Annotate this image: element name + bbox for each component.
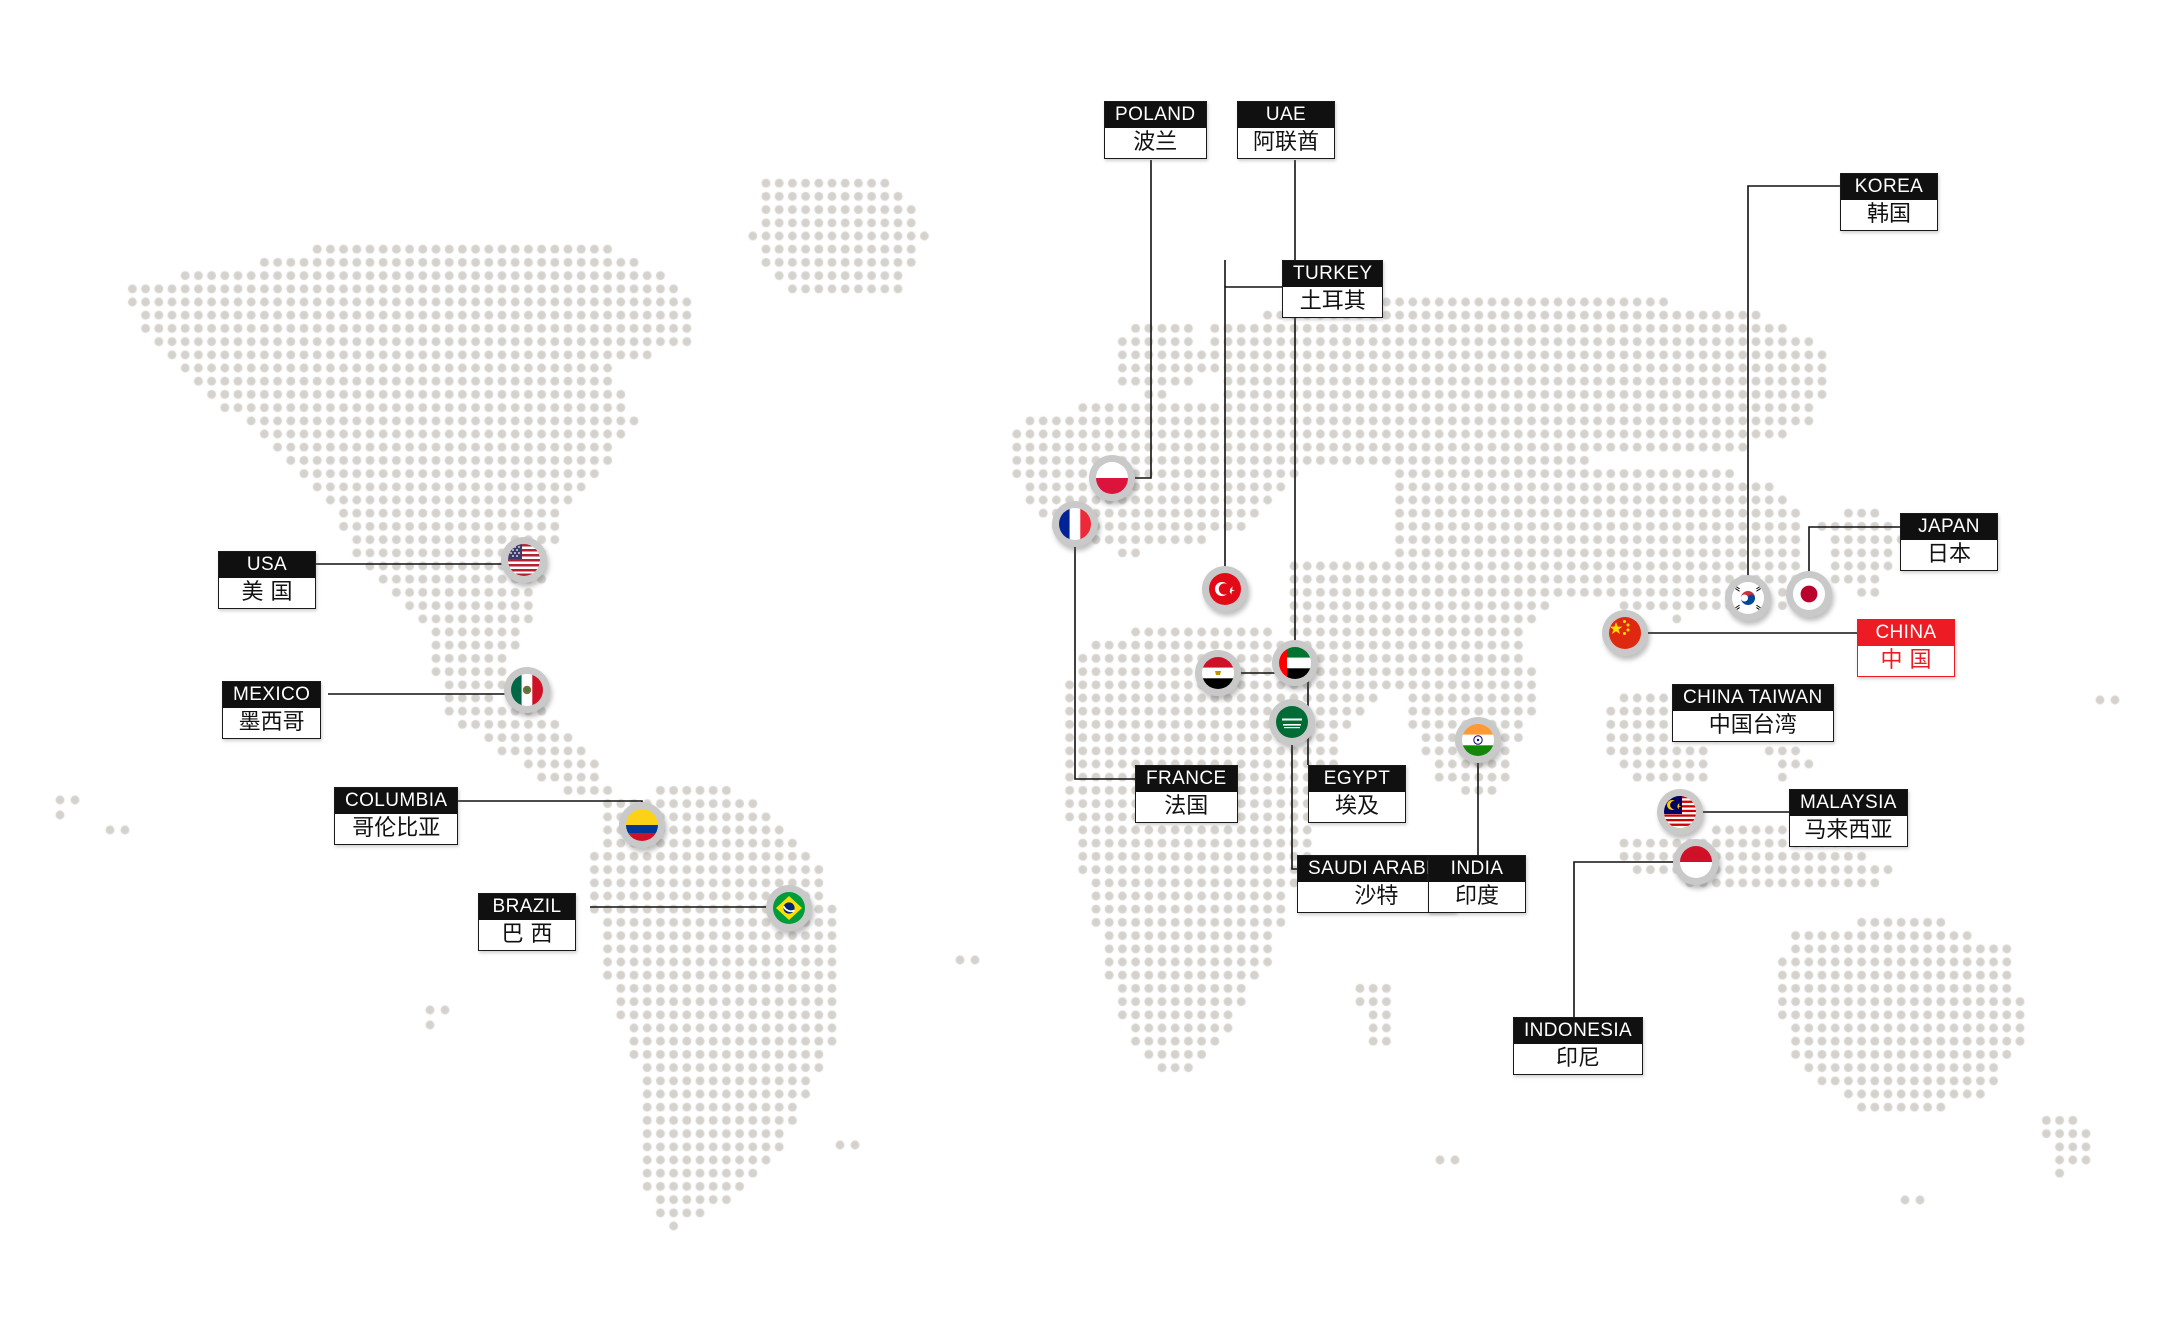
flag-pin-malaysia[interactable]	[1657, 789, 1703, 835]
uae-flag	[1279, 647, 1311, 679]
malaysia-flag	[1664, 796, 1696, 828]
label-name-cn: 波兰	[1105, 128, 1206, 158]
flag-pin-china[interactable]	[1602, 610, 1648, 656]
indonesia-flag	[1680, 846, 1712, 878]
korea-flag	[1732, 582, 1764, 614]
label-name-en: USA	[219, 552, 315, 578]
country-label-usa[interactable]: USA 美 国	[218, 551, 316, 609]
label-name-cn: 美 国	[219, 578, 315, 608]
country-label-indonesia[interactable]: INDONESIA 印尼	[1513, 1017, 1644, 1075]
label-name-en: MEXICO	[223, 682, 321, 708]
label-name-cn: 马来西亚	[1790, 816, 1907, 846]
turkey-flag	[1209, 573, 1241, 605]
columbia-flag	[626, 809, 658, 841]
country-label-korea[interactable]: KOREA 韩国	[1840, 173, 1938, 231]
country-label-france[interactable]: FRANCE 法国	[1135, 765, 1238, 823]
country-label-poland[interactable]: POLAND 波兰	[1104, 101, 1207, 159]
label-name-cn: 阿联酋	[1238, 128, 1334, 158]
flag-pin-indonesia[interactable]	[1673, 839, 1719, 885]
label-name-cn: 哥伦比亚	[335, 814, 458, 844]
label-name-en: CHINA TAIWAN	[1673, 685, 1833, 711]
label-name-cn: 中国台湾	[1673, 711, 1833, 741]
label-name-cn: 墨西哥	[223, 708, 321, 738]
label-name-en: UAE	[1238, 102, 1334, 128]
label-name-cn: 中 国	[1858, 646, 1954, 676]
country-label-mexico[interactable]: MEXICO 墨西哥	[222, 681, 322, 739]
label-name-en: MALAYSIA	[1790, 790, 1907, 816]
country-label-malaysia[interactable]: MALAYSIA 马来西亚	[1789, 789, 1908, 847]
country-label-india[interactable]: INDIA 印度	[1428, 855, 1526, 913]
label-name-cn: 巴 西	[479, 920, 575, 950]
label-name-en: INDIA	[1429, 856, 1525, 882]
label-name-en: FRANCE	[1136, 766, 1237, 792]
flag-pin-uae[interactable]	[1272, 640, 1318, 686]
label-name-en: KOREA	[1841, 174, 1937, 200]
label-name-en: CHINA	[1858, 620, 1954, 646]
label-name-cn: 印度	[1429, 882, 1525, 912]
usa-flag	[508, 544, 540, 576]
poland-flag	[1096, 462, 1128, 494]
flag-pin-mexico[interactable]	[504, 667, 550, 713]
label-name-cn: 韩国	[1841, 200, 1937, 230]
label-name-cn: 埃及	[1309, 792, 1405, 822]
label-name-cn: 土耳其	[1283, 287, 1383, 317]
country-label-brazil[interactable]: BRAZIL 巴 西	[478, 893, 576, 951]
country-label-japan[interactable]: JAPAN 日本	[1900, 513, 1998, 571]
label-name-en: JAPAN	[1901, 514, 1997, 540]
flag-pin-usa[interactable]	[501, 537, 547, 583]
label-name-en: EGYPT	[1309, 766, 1405, 792]
label-name-en: TURKEY	[1283, 261, 1383, 287]
country-label-turkey[interactable]: TURKEY 土耳其	[1282, 260, 1384, 318]
flag-pin-turkey[interactable]	[1202, 566, 1248, 612]
label-name-cn: 法国	[1136, 792, 1237, 822]
country-label-columbia[interactable]: COLUMBIA 哥伦比亚	[334, 787, 459, 845]
label-name-cn: 印尼	[1514, 1044, 1643, 1074]
country-label-uae[interactable]: UAE 阿联酋	[1237, 101, 1335, 159]
label-name-en: POLAND	[1105, 102, 1206, 128]
flag-pin-france[interactable]	[1052, 501, 1098, 547]
flag-pin-india[interactable]	[1455, 717, 1501, 763]
label-name-en: INDONESIA	[1514, 1018, 1643, 1044]
flag-pin-japan[interactable]	[1786, 571, 1832, 617]
country-label-china-taiwan[interactable]: CHINA TAIWAN 中国台湾	[1672, 684, 1834, 742]
flag-pin-poland[interactable]	[1089, 455, 1135, 501]
flag-pin-columbia[interactable]	[619, 802, 665, 848]
label-name-cn: 日本	[1901, 540, 1997, 570]
flag-pin-saudi-arabia[interactable]	[1269, 699, 1315, 745]
flag-pin-brazil[interactable]	[766, 885, 812, 931]
mexico-flag	[511, 674, 543, 706]
flag-pin-korea[interactable]	[1725, 575, 1771, 621]
brazil-flag	[773, 892, 805, 924]
france-flag	[1059, 508, 1091, 540]
saudi-arabia-flag	[1276, 706, 1308, 738]
label-name-en: BRAZIL	[479, 894, 575, 920]
egypt-flag	[1202, 657, 1234, 689]
japan-flag	[1793, 578, 1825, 610]
label-name-en: COLUMBIA	[335, 788, 458, 814]
flag-pin-egypt[interactable]	[1195, 650, 1241, 696]
china-flag	[1609, 617, 1641, 649]
country-label-china[interactable]: CHINA 中 国	[1857, 619, 1955, 677]
india-flag	[1462, 724, 1494, 756]
country-label-egypt[interactable]: EGYPT 埃及	[1308, 765, 1406, 823]
